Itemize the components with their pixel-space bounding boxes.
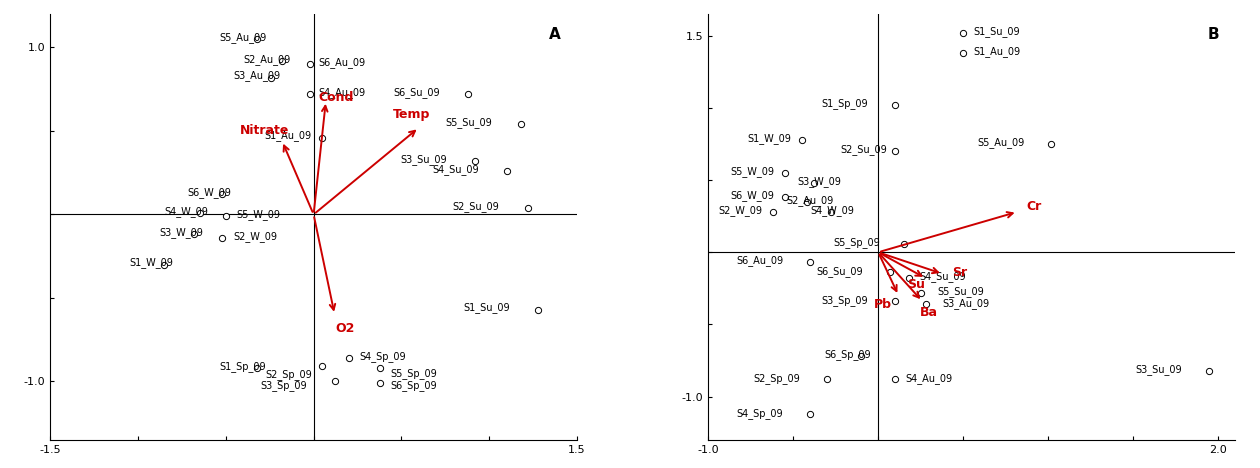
- Text: A: A: [549, 27, 561, 42]
- Text: Sr: Sr: [953, 266, 968, 279]
- Text: S4_Sp_09: S4_Sp_09: [359, 351, 406, 362]
- Text: S3_Su_09: S3_Su_09: [1135, 364, 1182, 374]
- Text: S5_Su_09: S5_Su_09: [446, 117, 493, 128]
- Text: S3_Sp_09: S3_Sp_09: [260, 380, 306, 391]
- Text: S4_Au_09: S4_Au_09: [319, 87, 365, 98]
- Text: S6_W_09: S6_W_09: [731, 190, 775, 201]
- Text: S1_W_09: S1_W_09: [747, 133, 791, 144]
- Text: S3_Su_09: S3_Su_09: [401, 154, 447, 165]
- Text: S4_W_09: S4_W_09: [165, 205, 208, 217]
- Text: O2: O2: [335, 322, 355, 335]
- Text: S3_Sp_09: S3_Sp_09: [822, 295, 868, 306]
- Text: S4_Sp_09: S4_Sp_09: [737, 408, 784, 419]
- Text: S2_Au_09: S2_Au_09: [786, 195, 834, 206]
- Text: S4_Su_09: S4_Su_09: [432, 164, 479, 175]
- Text: Pb: Pb: [874, 298, 892, 311]
- Text: S1_W_09: S1_W_09: [130, 257, 173, 268]
- Text: Cr: Cr: [1027, 199, 1042, 212]
- Text: Cond: Cond: [319, 91, 354, 104]
- Text: S5_Au_09: S5_Au_09: [219, 32, 266, 43]
- Text: Su: Su: [907, 278, 925, 291]
- Text: Temp: Temp: [393, 108, 431, 121]
- Text: S5_Au_09: S5_Au_09: [976, 137, 1024, 148]
- Text: S1_Au_09: S1_Au_09: [973, 46, 1021, 57]
- Text: S6_Sp_09: S6_Sp_09: [391, 380, 437, 391]
- Text: S6_W_09: S6_W_09: [188, 187, 231, 198]
- Text: S6_Sp_09: S6_Sp_09: [825, 349, 872, 360]
- Text: S5_Sp_09: S5_Sp_09: [391, 368, 437, 380]
- Text: S4_Au_09: S4_Au_09: [906, 373, 953, 384]
- Text: S2_Au_09: S2_Au_09: [243, 54, 291, 65]
- Text: B: B: [1207, 27, 1218, 42]
- Text: S2_Su_09: S2_Su_09: [840, 144, 887, 155]
- Text: S1_Su_09: S1_Su_09: [464, 302, 510, 314]
- Text: S5_Su_09: S5_Su_09: [937, 286, 984, 297]
- Text: S2_Sp_09: S2_Sp_09: [753, 373, 800, 384]
- Text: S3_Au_09: S3_Au_09: [942, 298, 990, 309]
- Text: S2_W_09: S2_W_09: [718, 205, 762, 216]
- Text: S2_Sp_09: S2_Sp_09: [265, 369, 311, 380]
- Text: S1_Su_09: S1_Su_09: [973, 26, 1019, 37]
- Text: S6_Su_09: S6_Su_09: [816, 266, 863, 277]
- Text: S5_W_09: S5_W_09: [237, 209, 281, 220]
- Text: Ba: Ba: [920, 307, 939, 319]
- Text: S1_Sp_09: S1_Sp_09: [822, 98, 868, 109]
- Text: S1_Au_09: S1_Au_09: [265, 131, 311, 141]
- Text: S6_Su_09: S6_Su_09: [393, 87, 440, 98]
- Text: S3_Au_09: S3_Au_09: [233, 70, 280, 81]
- Text: S4_W_09: S4_W_09: [810, 205, 854, 216]
- Text: S6_Au_09: S6_Au_09: [319, 57, 365, 68]
- Text: S2_Su_09: S2_Su_09: [452, 201, 500, 212]
- Text: S6_Au_09: S6_Au_09: [736, 256, 784, 266]
- Text: S4_Su_09: S4_Su_09: [919, 271, 965, 282]
- Text: S1_Sp_09: S1_Sp_09: [219, 361, 266, 372]
- Text: Nitrate: Nitrate: [239, 124, 289, 138]
- Text: S3_W_09: S3_W_09: [159, 227, 203, 238]
- Text: S5_Sp_09: S5_Sp_09: [833, 237, 879, 248]
- Text: S3_W_09: S3_W_09: [798, 176, 840, 187]
- Text: S2_W_09: S2_W_09: [233, 231, 277, 241]
- Text: S5_W_09: S5_W_09: [731, 166, 775, 177]
